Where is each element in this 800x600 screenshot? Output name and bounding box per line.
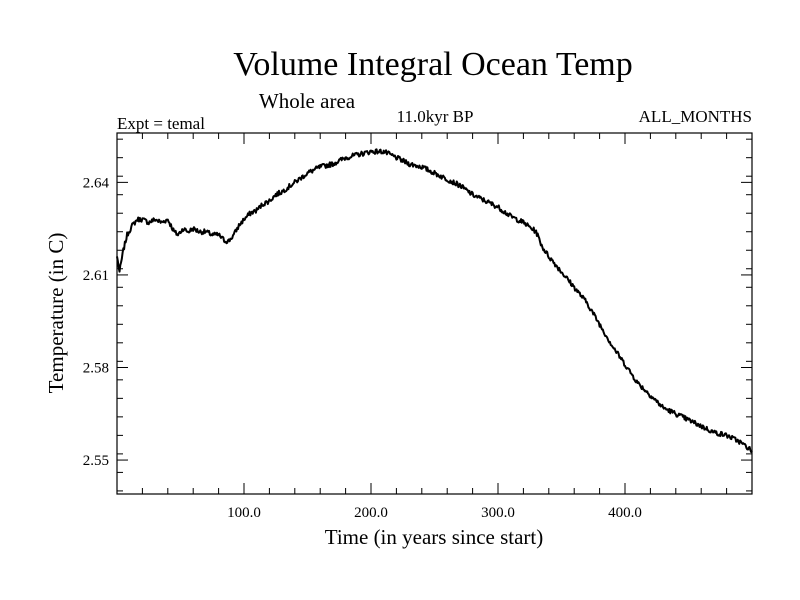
chart-subtitle: Whole area: [259, 89, 356, 113]
y-axis-ticks: [117, 138, 752, 492]
y-tick-label: 2.61: [83, 268, 109, 284]
series-line: [116, 148, 753, 454]
x-tick-label: 200.0: [354, 505, 388, 521]
x-tick-label: 300.0: [481, 505, 515, 521]
y-axis-label: Temperature (in C): [44, 233, 68, 394]
experiment-label: Expt = temal: [117, 114, 205, 133]
y-tick-label: 2.55: [83, 453, 109, 469]
x-axis-label: Time (in years since start): [325, 525, 544, 549]
x-axis-ticks: [141, 133, 728, 494]
chart-title: Volume Integral Ocean Temp: [233, 46, 633, 83]
y-axis-tick-labels: 2.55 2.58 2.61 2.64: [83, 175, 110, 469]
y-tick-label: 2.58: [83, 360, 109, 376]
y-tick-label: 2.64: [83, 175, 110, 191]
period-label: 11.0kyr BP: [397, 107, 474, 126]
x-tick-label: 100.0: [227, 505, 261, 521]
x-tick-label: 400.0: [608, 505, 642, 521]
months-label: ALL_MONTHS: [639, 107, 752, 126]
x-axis-tick-labels: 100.0 200.0 300.0 400.0: [227, 505, 642, 521]
plot-frame: [116, 132, 753, 495]
